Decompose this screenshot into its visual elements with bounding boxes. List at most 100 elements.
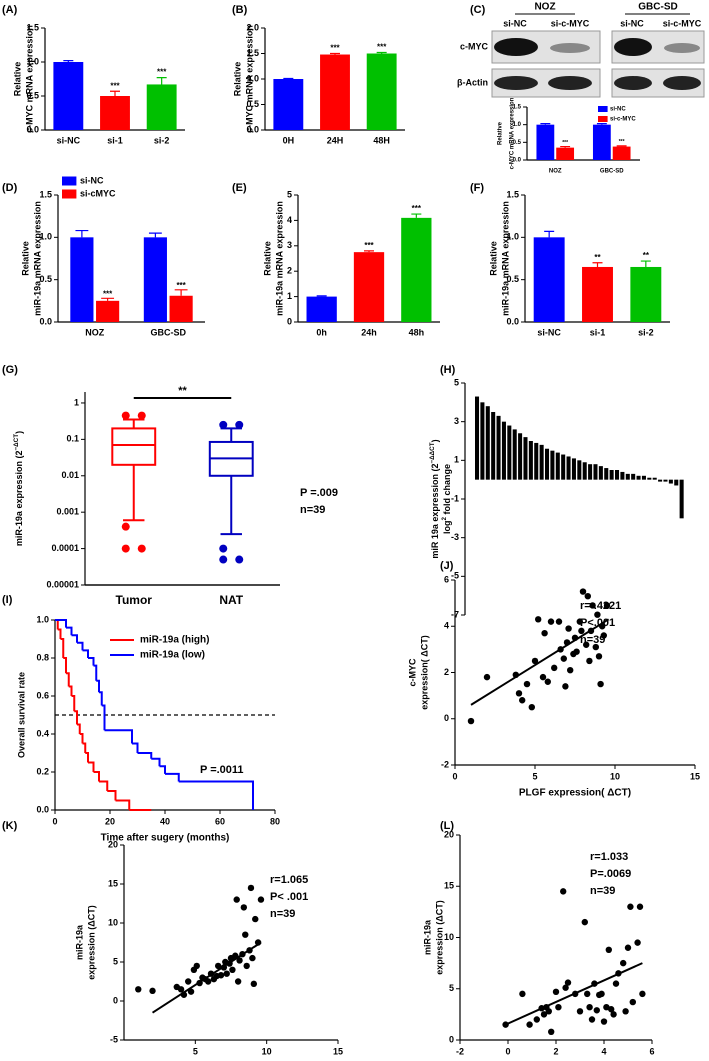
survival-step [55,619,67,628]
bar [582,266,613,322]
point [547,618,555,625]
point [584,990,591,998]
y-axis-label: miR-19a mRNA expression [32,201,42,316]
annotation: r=1.033 [590,851,628,863]
survival-step [115,799,131,810]
bar [169,295,193,322]
point [567,666,574,674]
survival-step [82,742,87,753]
point [467,717,475,725]
fit-line [151,941,262,1014]
y-tick-label: 0.4 [36,728,49,738]
significance: *** [110,81,120,90]
bar [401,217,432,322]
y-tick-label: -1 [451,493,459,503]
x-tick-label: 15 [333,1046,343,1056]
whisker [123,464,145,522]
bar [533,237,565,322]
y-tick-label: 1.0 [513,122,522,128]
point [608,1006,615,1013]
y-tick-label: 0.1 [66,434,79,444]
bar [523,437,528,480]
outlier [137,544,146,553]
error-bar [283,77,294,80]
y-axis-label: miR-19a mRNA expression [274,201,284,316]
fit-line [505,962,643,1026]
survival-step [132,742,139,753]
outlier [219,544,228,553]
panel-label: (J) [440,560,454,572]
point [610,1011,617,1018]
point [177,986,185,993]
survival-step [74,710,78,725]
y-axis-label: miR-19a expression (2−ΔCT) [13,431,24,546]
box [111,427,157,466]
error-bar [101,297,115,301]
point [526,1021,533,1028]
survival-step [101,704,106,731]
x-tick-label: 48H [373,135,390,145]
x-tick-label: si-2 [154,135,170,145]
error-bar [156,77,167,85]
point [214,962,222,970]
error-bar [411,213,422,218]
significance: *** [619,139,625,145]
point [639,990,646,998]
point [533,1016,540,1023]
y-tick-label: 0.8 [36,652,49,662]
y-tick-label: 1.0 [36,614,49,624]
bar [545,448,550,480]
error-bar [592,262,603,267]
annotation: r= .4221 [580,600,621,612]
point [564,979,572,986]
error-bar [148,232,162,238]
survival-step [82,649,89,658]
x-tick-label: si-NC [537,327,561,337]
legend-label: si-c-MYC [610,117,636,123]
bar [630,266,662,322]
significance: *** [103,289,113,298]
panel-label: (D) [2,182,18,194]
y-tick-label: 5 [449,983,454,993]
annotation: P=.0069 [590,868,631,880]
survival-step [99,691,103,706]
blot-group: NOZ [534,2,555,13]
x-tick-label: 24H [327,135,344,145]
panel-label: (H) [440,364,456,376]
point [234,978,242,985]
annotation: P =.0011 [200,764,244,776]
point [622,1008,629,1015]
y-axis-label: miR-19a mRNA expression [500,201,510,316]
y-tick-label: 1 [454,455,459,465]
point [233,896,240,903]
y-tick-label: 1.5 [513,105,522,111]
y-tick-label: 0.5 [513,140,522,146]
y-axis-label: expression (ΔCT) [434,900,444,974]
annotation: r=1.065 [270,874,308,886]
survival-step [159,765,166,774]
bar [631,473,636,480]
bar [592,124,611,160]
y-tick-label: 6 [444,574,449,584]
bar [480,402,485,480]
y-axis-label: c-MYC mRNA expression [510,97,516,169]
x-tick-label: 80 [270,816,280,826]
y-tick-label: 1.5 [26,22,39,32]
outlier [121,411,130,420]
point [544,678,551,685]
point [584,592,591,600]
x-tick-label: 20 [105,816,115,826]
x-tick-label: 24h [361,327,377,337]
label-superscript: 2 [441,517,448,521]
legend-label: miR-19a (low) [140,650,205,661]
point [555,1004,562,1011]
error-bar [540,123,551,125]
y-tick-label: -3 [451,532,459,542]
bar [491,412,496,480]
label-part: ) [430,439,440,442]
bar [100,96,130,130]
y-tick-label: 1.0 [246,73,259,83]
outlier [219,420,228,429]
bar [518,433,523,480]
y-tick-label: 0.5 [246,99,259,109]
